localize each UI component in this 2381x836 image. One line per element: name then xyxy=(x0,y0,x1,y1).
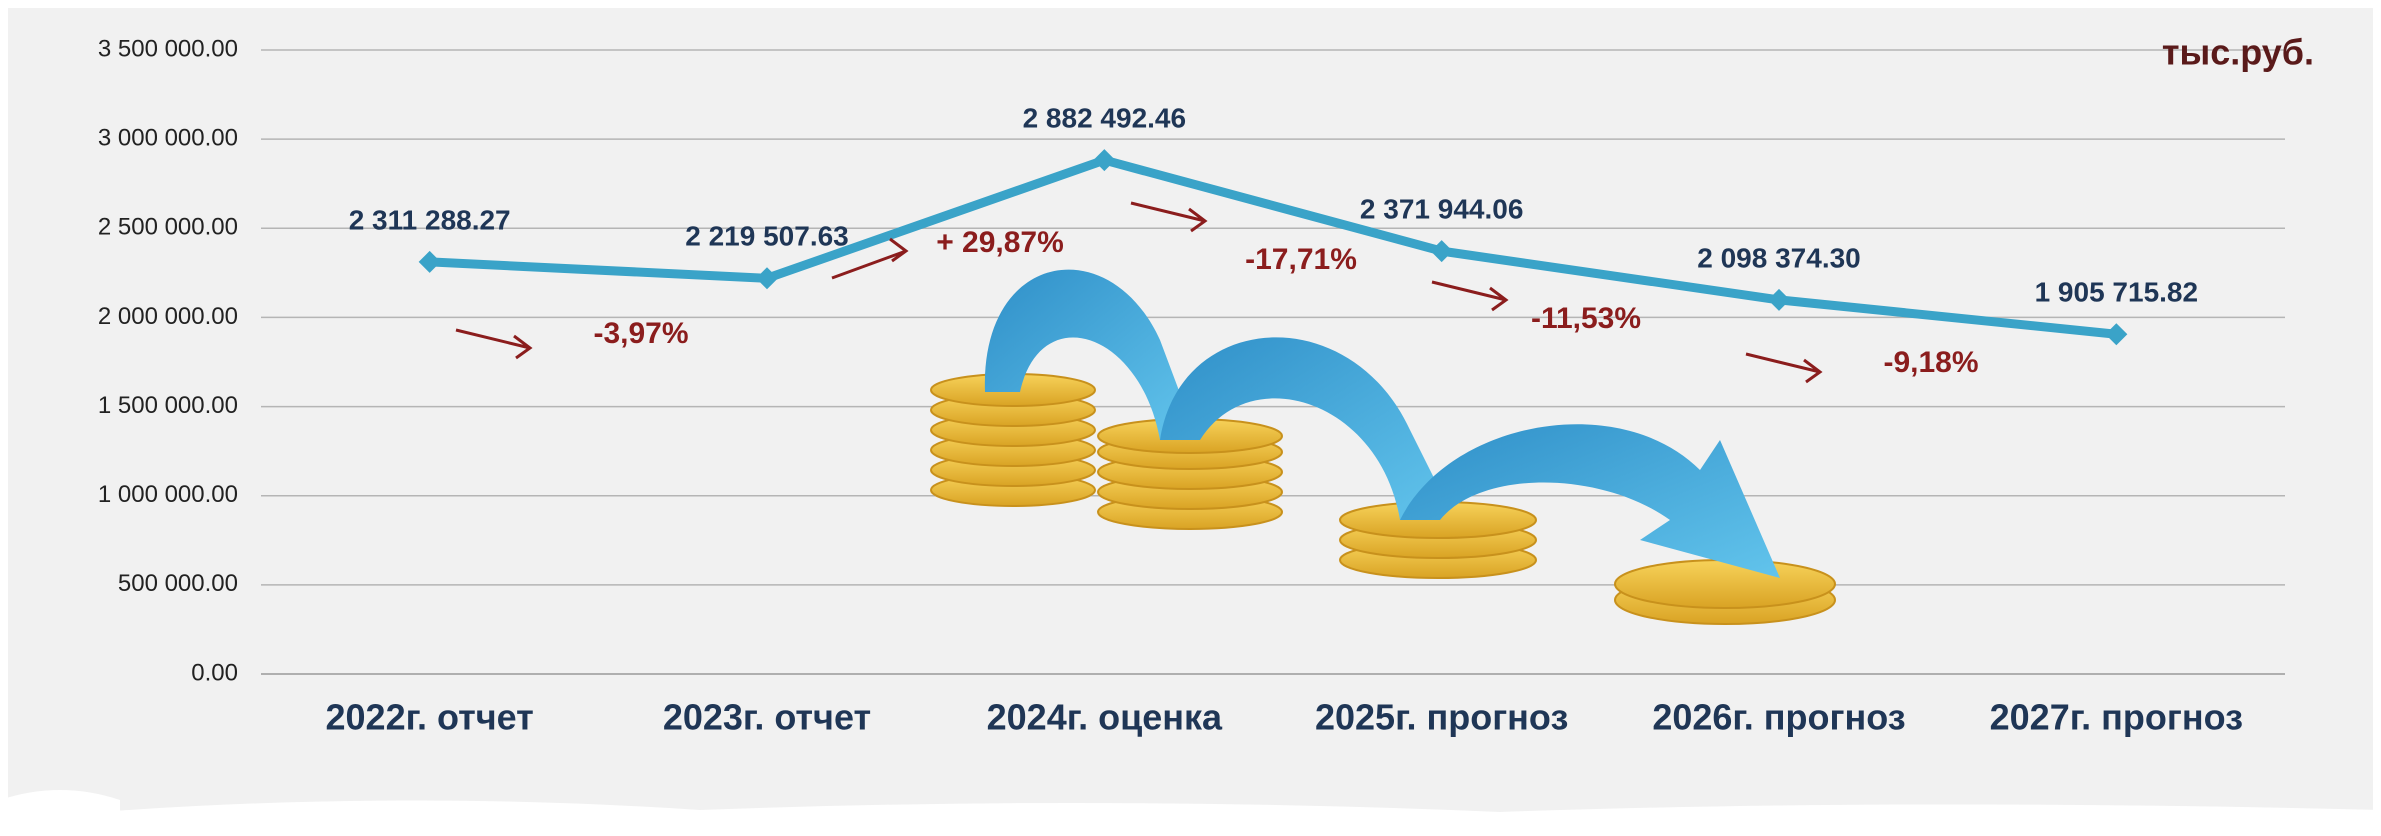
y-tick-label: 1 500 000.00 xyxy=(98,392,238,419)
value-label: 2 219 507.63 xyxy=(685,221,849,252)
y-tick-label: 3 000 000.00 xyxy=(98,124,238,151)
unit-label: тыс.руб. xyxy=(2162,32,2314,73)
value-label: 2 098 374.30 xyxy=(1697,242,1861,273)
value-label: 2 371 944.06 xyxy=(1360,194,1524,225)
chart: тыс.руб. 0.00 500 000.00 1 000 000.00 1 500… xyxy=(0,0,2381,836)
x-tick-label: 2024г. оценка xyxy=(987,697,1223,738)
y-tick-label: 2 000 000.00 xyxy=(98,303,238,330)
value-label: 2 882 492.46 xyxy=(1023,102,1187,133)
value-label: 1 905 715.82 xyxy=(2035,277,2199,308)
value-label: 2 311 288.27 xyxy=(349,204,511,235)
x-tick-label: 2027г. прогноз xyxy=(1990,697,2243,738)
x-tick-label: 2026г. прогноз xyxy=(1652,697,1905,738)
change-annotation: -9,18% xyxy=(1883,346,1978,379)
x-tick-label: 2023г. отчет xyxy=(663,697,871,738)
y-tick-label: 3 500 000.00 xyxy=(98,35,238,62)
change-annotation: -3,97% xyxy=(593,317,688,350)
y-tick-label: 1 000 000.00 xyxy=(98,481,238,508)
change-annotation: + 29,87% xyxy=(936,226,1064,259)
x-tick-label: 2025г. прогноз xyxy=(1315,697,1568,738)
x-tick-label: 2022г. отчет xyxy=(326,697,534,738)
page: тыс.руб. 0.00 500 000.00 1 000 000.00 1 500… xyxy=(0,0,2381,836)
change-annotation: -17,71% xyxy=(1245,243,1357,276)
y-tick-label: 0.00 xyxy=(191,659,238,686)
y-tick-label: 2 500 000.00 xyxy=(98,214,238,241)
change-annotation: -11,53% xyxy=(1531,302,1641,335)
y-tick-label: 500 000.00 xyxy=(118,570,238,597)
